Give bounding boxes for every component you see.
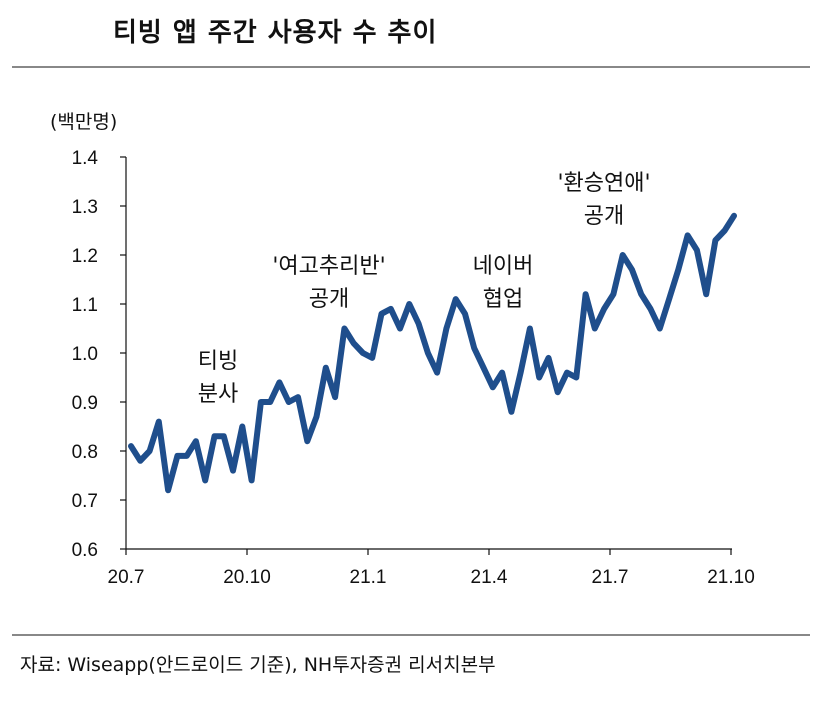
- y-tick-label: 1.2: [72, 246, 98, 267]
- x-tick-label: 21.10: [707, 567, 755, 588]
- x-tick-label: 21.1: [350, 567, 387, 588]
- chart-annotation-line: 공개: [309, 287, 349, 312]
- x-tick-label: 21.7: [592, 567, 629, 588]
- y-axis-unit-label: (백만명): [50, 111, 117, 133]
- top-divider: [12, 66, 810, 68]
- chart-title: 티빙 앱 주간 사용자 수 추이: [113, 18, 438, 48]
- chart-annotation-line: '환승연애': [557, 171, 650, 196]
- chart-annotation-line: 분사: [198, 382, 238, 407]
- x-tick-label: 21.4: [471, 567, 508, 588]
- x-tick-label: 20.10: [223, 567, 271, 588]
- y-tick-label: 0.7: [72, 491, 98, 512]
- series-line-weekly-users: [128, 212, 737, 494]
- y-tick-label: 0.8: [72, 442, 98, 463]
- y-tick-label: 0.9: [72, 393, 98, 414]
- chart-annotation: '여고추리반' 공개: [272, 254, 385, 312]
- chart-annotation-line: 공개: [584, 204, 624, 229]
- line-chart: (백만명) 0.6 0.7 0.8 0.9 1.0 1.1 1.2 1.3 1.4 20.7 20…: [50, 111, 755, 588]
- y-tick-label: 1.4: [72, 148, 99, 169]
- y-tick-label: 1.0: [72, 344, 98, 365]
- bottom-divider: [12, 634, 810, 636]
- chart-annotation-line: '여고추리반': [272, 254, 385, 279]
- chart-annotation-line: 티빙: [198, 349, 238, 374]
- source-note: 자료: Wiseapp(안드로이드 기준), NH투자증권 리서치본부: [20, 654, 496, 676]
- y-tick-label: 0.6: [72, 540, 98, 561]
- y-tick-label: 1.3: [72, 197, 98, 218]
- y-tick-label: 1.1: [72, 295, 98, 316]
- x-tick-label: 20.7: [108, 567, 145, 588]
- chart-annotation-line: 협업: [483, 287, 523, 312]
- chart-annotation-line: 네이버: [473, 254, 534, 279]
- chart-annotation: '환승연애' 공개: [557, 171, 650, 229]
